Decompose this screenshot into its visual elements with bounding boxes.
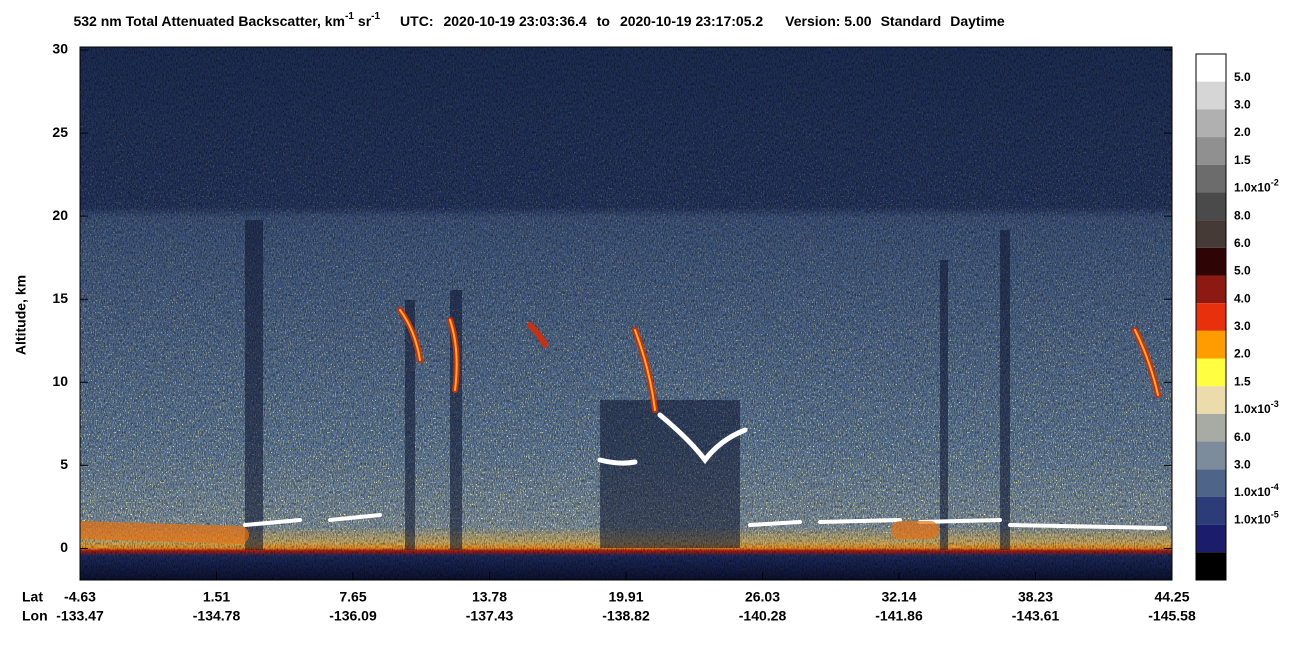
colorbar-label-exponent: -3 xyxy=(1271,399,1279,409)
x-tick-label: -133.47 xyxy=(56,608,104,624)
title-exponent: -1 xyxy=(345,11,354,22)
x-tick-label: -137.43 xyxy=(466,608,514,624)
colorbar-label: 5.0 xyxy=(1234,70,1251,84)
colorbar-label-exponent: -4 xyxy=(1271,482,1279,492)
colorbar-swatch xyxy=(1196,303,1226,331)
colorbar: 5.03.02.01.51.0x10-28.06.05.04.03.02.01.… xyxy=(1195,53,1279,581)
y-tick-label: 0 xyxy=(60,539,68,555)
colorbar-swatch xyxy=(1196,386,1226,414)
y-tick-label: 30 xyxy=(52,41,68,57)
x-tick-label: -134.78 xyxy=(193,608,241,624)
colorbar-label: 2.0 xyxy=(1234,347,1251,361)
colorbar-swatch xyxy=(1196,81,1226,110)
y-tick-label: 15 xyxy=(52,290,68,306)
colorbar-swatch xyxy=(1196,192,1226,221)
colorbar-label: 4.0 xyxy=(1234,291,1251,305)
title-exponent: -1 xyxy=(371,11,380,22)
y-tick-label: 25 xyxy=(52,124,68,140)
x-tick-label: -140.28 xyxy=(739,608,787,624)
x-tick-label: 1.51 xyxy=(203,589,230,605)
daytime: Daytime xyxy=(950,13,1005,29)
colorbar-swatch xyxy=(1196,413,1226,442)
colorbar-label: 1.0x10-2 xyxy=(1234,178,1279,195)
colorbar-swatch xyxy=(1196,275,1226,304)
colorbar-label: 1.0x10-3 xyxy=(1234,399,1279,416)
utc-end: 2020-10-19 23:17:05.2 xyxy=(620,13,763,29)
colorbar-label: 3.0 xyxy=(1234,98,1251,112)
y-tick-label: 20 xyxy=(52,207,68,223)
x-tick-label: 44.25 xyxy=(1154,589,1189,605)
colorbar-swatch xyxy=(1196,164,1226,193)
x-row-name: Lat xyxy=(22,589,43,605)
colorbar-swatch xyxy=(1196,330,1226,359)
colorbar-swatch xyxy=(1196,524,1226,553)
colorbar-label-base: 1.0x10 xyxy=(1234,181,1271,195)
colorbar-swatch xyxy=(1196,54,1226,82)
x-row-name: Lon xyxy=(22,608,48,624)
version: Version: 5.00 xyxy=(785,13,872,29)
product: Standard xyxy=(881,13,942,29)
colorbar-label: 8.0 xyxy=(1234,208,1251,222)
colorbar-label: 1.5 xyxy=(1234,374,1251,388)
title-text: 532 nm Total Attenuated Backscatter, km xyxy=(73,13,345,29)
backscatter-image xyxy=(80,47,1172,580)
colorbar-frame xyxy=(1195,53,1227,581)
colorbar-label: 2.0 xyxy=(1234,125,1251,139)
colorbar-label-exponent: -5 xyxy=(1271,510,1279,520)
colorbar-label: 5.0 xyxy=(1234,264,1251,278)
colorbar-swatch xyxy=(1196,220,1226,248)
colorbar-label-base: 1.0x10 xyxy=(1234,485,1271,499)
y-tick-label: 5 xyxy=(60,456,68,472)
x-tick-label: 13.78 xyxy=(472,589,507,605)
colorbar-label-exponent: -2 xyxy=(1271,178,1279,188)
colorbar-label: 1.0x10-4 xyxy=(1234,482,1279,499)
x-tick-label: 19.91 xyxy=(608,589,643,605)
utc-label: UTC: xyxy=(400,13,433,29)
x-tick-label: -143.61 xyxy=(1012,608,1060,624)
x-tick-label: 26.03 xyxy=(745,589,780,605)
colorbar-swatch xyxy=(1196,552,1226,580)
title-unit: sr xyxy=(358,13,372,29)
colorbar-swatch xyxy=(1196,137,1226,165)
colorbar-swatch xyxy=(1196,247,1226,276)
colorbar-label: 1.5 xyxy=(1234,153,1251,167)
colorbar-label: 6.0 xyxy=(1234,236,1251,250)
x-tick-label: -141.86 xyxy=(875,608,923,624)
chart-title: 532 nm Total Attenuated Backscatter, km-… xyxy=(54,11,1016,29)
x-tick-label: -138.82 xyxy=(602,608,650,624)
colorbar-label: 3.0 xyxy=(1234,457,1251,471)
colorbar-label-base: 1.0x10 xyxy=(1234,402,1271,416)
x-tick-label: -4.63 xyxy=(64,589,96,605)
colorbar-swatch xyxy=(1196,109,1226,138)
utc-sep: to xyxy=(597,13,610,29)
colorbar-swatch xyxy=(1196,441,1226,470)
x-tick-label: 7.65 xyxy=(339,589,366,605)
y-axis-label: Altitude, km xyxy=(13,275,29,355)
y-tick-label: 10 xyxy=(52,373,68,389)
x-tick-label: -145.58 xyxy=(1148,608,1196,624)
colorbar-label-base: 1.0x10 xyxy=(1234,513,1271,527)
colorbar-swatch xyxy=(1196,469,1226,497)
colorbar-swatch xyxy=(1196,358,1226,387)
colorbar-label: 6.0 xyxy=(1234,430,1251,444)
colorbar-label: 1.0x10-5 xyxy=(1234,510,1279,527)
colorbar-swatch xyxy=(1196,496,1226,525)
x-tick-label: 32.14 xyxy=(881,589,916,605)
utc-start: 2020-10-19 23:03:36.4 xyxy=(443,13,586,29)
x-tick-label: 38.23 xyxy=(1018,589,1053,605)
colorbar-label: 3.0 xyxy=(1234,319,1251,333)
x-tick-label: -136.09 xyxy=(329,608,377,624)
